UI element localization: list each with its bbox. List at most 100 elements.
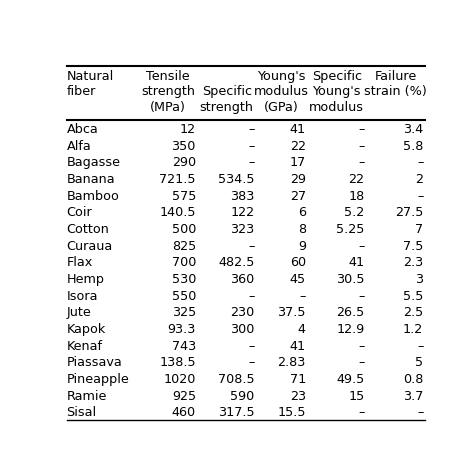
- Text: Specific: Specific: [202, 85, 252, 98]
- Text: –: –: [358, 356, 365, 369]
- Text: 45: 45: [290, 273, 306, 286]
- Text: Banana: Banana: [66, 173, 115, 186]
- Text: 41: 41: [290, 123, 306, 136]
- Text: 6: 6: [298, 206, 306, 219]
- Text: Kenaf: Kenaf: [66, 340, 102, 353]
- Text: strength: strength: [141, 85, 195, 98]
- Text: –: –: [417, 190, 423, 203]
- Text: –: –: [358, 240, 365, 253]
- Text: 360: 360: [230, 273, 255, 286]
- Text: Bamboo: Bamboo: [66, 190, 119, 203]
- Text: 17: 17: [290, 156, 306, 169]
- Text: –: –: [358, 340, 365, 353]
- Text: modulus: modulus: [309, 100, 364, 114]
- Text: 323: 323: [230, 223, 255, 236]
- Text: 12.9: 12.9: [336, 323, 365, 336]
- Text: 15.5: 15.5: [277, 406, 306, 419]
- Text: 825: 825: [172, 240, 196, 253]
- Text: strength: strength: [200, 100, 254, 114]
- Text: –: –: [248, 356, 255, 369]
- Text: –: –: [358, 140, 365, 153]
- Text: –: –: [248, 340, 255, 353]
- Text: Young's: Young's: [257, 70, 306, 82]
- Text: 0.8: 0.8: [403, 373, 423, 386]
- Text: 37.5: 37.5: [277, 306, 306, 319]
- Text: Hemp: Hemp: [66, 273, 105, 286]
- Text: 2: 2: [415, 173, 423, 186]
- Text: –: –: [248, 140, 255, 153]
- Text: 925: 925: [172, 390, 196, 403]
- Text: 15: 15: [348, 390, 365, 403]
- Text: 5.8: 5.8: [403, 140, 423, 153]
- Text: 7: 7: [415, 223, 423, 236]
- Text: Natural: Natural: [66, 70, 114, 82]
- Text: (GPa): (GPa): [264, 100, 299, 114]
- Text: Curaua: Curaua: [66, 240, 113, 253]
- Text: Pineapple: Pineapple: [66, 373, 129, 386]
- Text: Isora: Isora: [66, 290, 98, 303]
- Text: 23: 23: [290, 390, 306, 403]
- Text: –: –: [417, 156, 423, 169]
- Text: 5.5: 5.5: [403, 290, 423, 303]
- Text: 26.5: 26.5: [336, 306, 365, 319]
- Text: Sisal: Sisal: [66, 406, 97, 419]
- Text: –: –: [358, 156, 365, 169]
- Text: 530: 530: [172, 273, 196, 286]
- Text: –: –: [417, 340, 423, 353]
- Text: Cotton: Cotton: [66, 223, 109, 236]
- Text: 482.5: 482.5: [218, 256, 255, 269]
- Text: 1020: 1020: [164, 373, 196, 386]
- Text: 4: 4: [298, 323, 306, 336]
- Text: –: –: [248, 156, 255, 169]
- Text: 29: 29: [290, 173, 306, 186]
- Text: –: –: [248, 290, 255, 303]
- Text: modulus: modulus: [254, 85, 309, 98]
- Text: 700: 700: [172, 256, 196, 269]
- Text: 12: 12: [180, 123, 196, 136]
- Text: 290: 290: [172, 156, 196, 169]
- Text: 460: 460: [172, 406, 196, 419]
- Text: fiber: fiber: [66, 85, 96, 98]
- Text: 534.5: 534.5: [218, 173, 255, 186]
- Text: 2.5: 2.5: [403, 306, 423, 319]
- Text: 22: 22: [348, 173, 365, 186]
- Text: 721.5: 721.5: [159, 173, 196, 186]
- Text: –: –: [417, 406, 423, 419]
- Text: 7.5: 7.5: [403, 240, 423, 253]
- Text: 708.5: 708.5: [218, 373, 255, 386]
- Text: 93.3: 93.3: [167, 323, 196, 336]
- Text: –: –: [248, 240, 255, 253]
- Text: 122: 122: [230, 206, 255, 219]
- Text: 9: 9: [298, 240, 306, 253]
- Text: 1.2: 1.2: [403, 323, 423, 336]
- Text: 383: 383: [230, 190, 255, 203]
- Text: –: –: [300, 290, 306, 303]
- Text: Coir: Coir: [66, 206, 92, 219]
- Text: Kapok: Kapok: [66, 323, 106, 336]
- Text: –: –: [358, 406, 365, 419]
- Text: Tensile: Tensile: [146, 70, 190, 82]
- Text: 5.25: 5.25: [336, 223, 365, 236]
- Text: Specific: Specific: [311, 70, 362, 82]
- Text: Ramie: Ramie: [66, 390, 107, 403]
- Text: 3: 3: [415, 273, 423, 286]
- Text: 230: 230: [230, 306, 255, 319]
- Text: 138.5: 138.5: [159, 356, 196, 369]
- Text: 2.3: 2.3: [403, 256, 423, 269]
- Text: Jute: Jute: [66, 306, 91, 319]
- Text: 60: 60: [290, 256, 306, 269]
- Text: Young's: Young's: [312, 85, 361, 98]
- Text: 41: 41: [348, 256, 365, 269]
- Text: –: –: [358, 123, 365, 136]
- Text: 317.5: 317.5: [218, 406, 255, 419]
- Text: 550: 550: [172, 290, 196, 303]
- Text: 30.5: 30.5: [336, 273, 365, 286]
- Text: 350: 350: [172, 140, 196, 153]
- Text: 500: 500: [172, 223, 196, 236]
- Text: Alfa: Alfa: [66, 140, 91, 153]
- Text: 300: 300: [230, 323, 255, 336]
- Text: 325: 325: [172, 306, 196, 319]
- Text: 18: 18: [348, 190, 365, 203]
- Text: 575: 575: [172, 190, 196, 203]
- Text: Flax: Flax: [66, 256, 93, 269]
